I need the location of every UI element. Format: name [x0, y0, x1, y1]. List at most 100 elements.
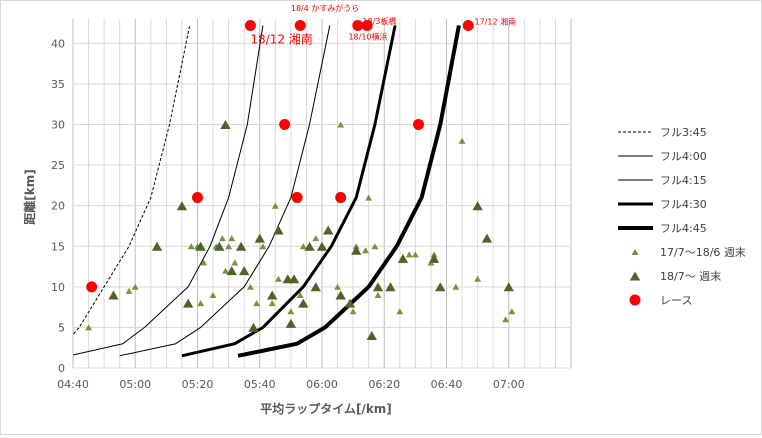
marker-large-triangle	[385, 282, 396, 292]
marker-large-triangle	[344, 298, 356, 308]
legend-entry-label: 18/7〜 週末	[660, 269, 721, 283]
race-marker	[462, 19, 474, 31]
marker-large-triangle	[108, 290, 119, 300]
x-axis-title: 平均ラップタイム[/km]	[260, 401, 392, 416]
marker-large-triangle	[503, 282, 514, 292]
marker-small-triangle	[299, 243, 307, 250]
marker-small-triangle	[365, 194, 373, 201]
race-annotation: 18/12 湘南	[250, 31, 312, 46]
x-tick-label: 05:20	[182, 378, 214, 391]
marker-small-triangle	[405, 251, 413, 258]
race-marker	[244, 19, 256, 31]
race-marker	[291, 192, 303, 204]
y-tick-label: 40	[51, 37, 65, 50]
marker-small-triangle	[349, 308, 357, 315]
marker-small-triangle	[228, 235, 236, 242]
marker-large-triangle	[472, 201, 483, 211]
x-tick-label: 07:00	[493, 378, 525, 391]
line-series-430	[181, 25, 397, 358]
x-tick-label: 06:20	[368, 378, 400, 391]
marker-small-triangle	[508, 308, 516, 315]
race-marker	[335, 192, 347, 204]
line-series-445	[237, 25, 461, 358]
marker-large-triangle	[183, 298, 194, 308]
legend-small-triangle-swatch	[631, 249, 639, 255]
legend-entry-label: フル4:30	[660, 198, 707, 211]
marker-small-triangle	[247, 283, 254, 290]
line-series-400	[72, 25, 264, 356]
legend-race-swatch	[629, 294, 641, 306]
legend-entry-label: フル4:00	[660, 150, 707, 163]
race-annotation: 18/10横浜	[348, 31, 387, 41]
race-marker	[192, 192, 203, 204]
marker-small-triangle	[371, 243, 379, 250]
marker-layer	[85, 19, 516, 340]
marker-small-triangle	[125, 287, 133, 294]
marker-large-triangle	[366, 331, 377, 340]
marker-large-triangle	[397, 253, 409, 263]
race-marker	[294, 19, 306, 31]
y-tick-label: 30	[51, 119, 65, 132]
tick-layer: 04:40 05:00 05:20 05:40 06:00 06:20 06:40 07:00…	[51, 37, 525, 391]
y-tick-label: 20	[51, 200, 65, 213]
marker-small-triangle	[411, 251, 419, 258]
marker-small-triangle	[268, 300, 276, 307]
y-tick-label: 5	[58, 321, 65, 334]
race-annotation: 18/4 かすみがうら	[291, 3, 360, 13]
marker-small-triangle	[259, 243, 267, 250]
x-tick-label: 05:40	[244, 378, 276, 391]
race-annotation: 18/3板橋	[362, 16, 396, 26]
marker-large-triangle	[288, 274, 300, 284]
marker-small-triangle	[85, 324, 92, 331]
race-marker	[412, 119, 424, 131]
marker-small-triangle	[396, 308, 404, 315]
marker-large-triangle	[335, 290, 346, 300]
marker-large-triangle	[285, 318, 297, 328]
marker-small-triangle	[219, 235, 226, 242]
legend-entry-label: レース	[660, 294, 692, 307]
marker-small-triangle	[312, 235, 320, 242]
race-marker	[86, 281, 98, 293]
marker-small-triangle	[374, 292, 382, 298]
marker-small-triangle	[474, 275, 482, 282]
series-layer	[72, 25, 461, 358]
marker-large-triangle	[481, 233, 493, 243]
marker-small-triangle	[200, 259, 208, 266]
marker-small-triangle	[231, 259, 239, 266]
marker-small-triangle	[296, 292, 304, 298]
marker-large-triangle	[273, 225, 284, 235]
x-tick-label: 06:00	[306, 378, 338, 391]
marker-small-triangle	[275, 275, 282, 282]
y-tick-label: 25	[51, 159, 65, 172]
y-tick-label: 35	[51, 78, 65, 91]
marker-large-triangle	[304, 241, 315, 251]
line-series-345	[73, 25, 191, 335]
marker-large-triangle	[254, 233, 265, 243]
marker-small-triangle	[187, 243, 195, 250]
legend: フル3:45 フル4:00 フル4:15 フル4:30 フル4:45 17/7〜18/6 …	[618, 126, 746, 307]
legend-entry-label: フル4:15	[660, 174, 707, 187]
race-marker	[352, 19, 364, 31]
line-series-415	[119, 25, 331, 357]
marker-small-triangle	[271, 202, 279, 209]
marker-large-triangle	[220, 120, 231, 129]
marker-large-triangle	[372, 282, 384, 292]
marker-small-triangle	[131, 283, 139, 290]
marker-large-triangle	[323, 225, 334, 235]
marker-large-triangle	[310, 282, 321, 292]
race-marker	[361, 19, 373, 31]
marker-large-triangle	[239, 266, 250, 276]
marker-small-triangle	[287, 308, 295, 315]
marker-large-triangle	[428, 253, 440, 263]
marker-small-triangle	[225, 243, 233, 250]
y-tick-label: 10	[51, 281, 65, 294]
y-tick-label: 15	[51, 240, 65, 253]
marker-large-triangle	[151, 241, 163, 251]
marker-large-triangle	[235, 241, 247, 251]
marker-small-triangle	[222, 267, 229, 274]
marker-small-triangle	[458, 137, 466, 144]
marker-large-triangle	[267, 290, 278, 300]
